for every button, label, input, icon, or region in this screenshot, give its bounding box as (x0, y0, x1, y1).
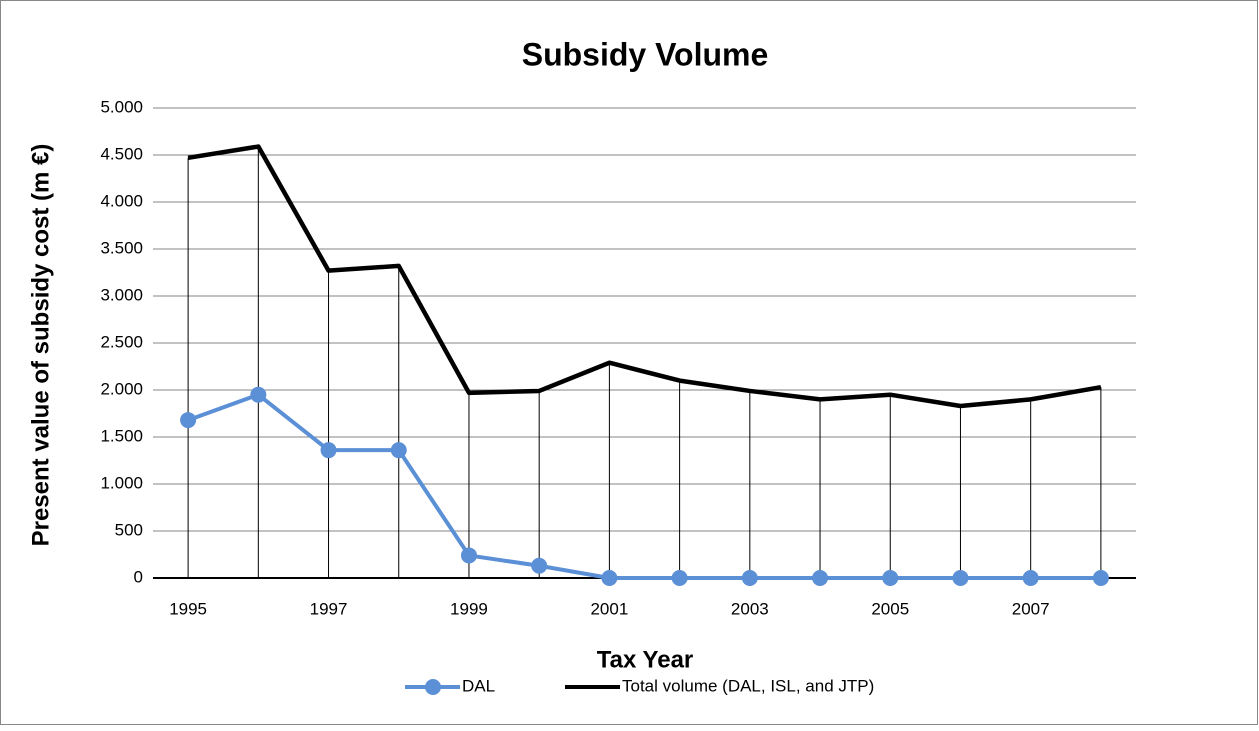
y-tick-label: 500 (115, 520, 143, 539)
x-tick-label: 2007 (1012, 599, 1050, 618)
chart-title: Subsidy Volume (522, 36, 769, 72)
y-axis-title: Present value of subsidy cost (m €) (27, 144, 54, 547)
series-line (187, 392, 1101, 580)
data-point (812, 570, 829, 586)
data-point (531, 557, 548, 574)
data-point (460, 547, 477, 564)
y-tick-label: 1.500 (100, 426, 143, 445)
y-tick-label: 2.000 (100, 379, 143, 398)
data-point (952, 570, 969, 586)
y-tick-label: 5.000 (100, 97, 143, 116)
data-point (741, 570, 758, 586)
x-axis-title: Tax Year (597, 646, 694, 673)
data-point (601, 570, 618, 586)
y-tick-label: 0 (134, 567, 143, 586)
x-tick-label: 1999 (450, 599, 488, 618)
data-point (671, 570, 688, 586)
data-point (250, 386, 267, 403)
x-tick-label: 2001 (590, 599, 628, 618)
y-tick-label: 3.500 (100, 238, 143, 257)
data-point (390, 442, 407, 459)
y-tick-label: 2.500 (100, 332, 143, 351)
y-tick-label: 3.000 (100, 285, 143, 304)
data-point (180, 412, 197, 429)
series-line (187, 144, 1102, 409)
x-tick-label: 1995 (169, 599, 207, 618)
data-point (320, 442, 337, 459)
legend-label: DAL (462, 676, 495, 695)
data-point (882, 570, 899, 586)
data-point (1022, 570, 1039, 586)
x-tick-label: 1997 (310, 599, 348, 618)
y-tick-label: 4.000 (100, 191, 143, 210)
data-point (1092, 570, 1109, 586)
y-tick-label: 1.000 (100, 473, 143, 492)
x-tick-label: 2003 (731, 599, 769, 618)
y-tick-label: 4.500 (100, 144, 143, 163)
legend-label: Total volume (DAL, ISL, and JTP) (622, 676, 874, 695)
x-tick-label: 2005 (871, 599, 909, 618)
legend-marker (425, 679, 441, 695)
